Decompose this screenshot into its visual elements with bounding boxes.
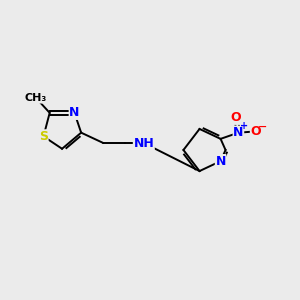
Text: +: +	[240, 121, 248, 131]
Text: N: N	[215, 154, 226, 168]
Text: NH: NH	[134, 136, 154, 150]
Text: N: N	[69, 106, 80, 119]
Text: S: S	[39, 130, 48, 143]
Text: N: N	[233, 126, 244, 139]
Text: O: O	[250, 125, 261, 138]
Text: CH₃: CH₃	[25, 93, 47, 103]
Text: O: O	[231, 111, 241, 124]
Text: −: −	[258, 122, 267, 132]
